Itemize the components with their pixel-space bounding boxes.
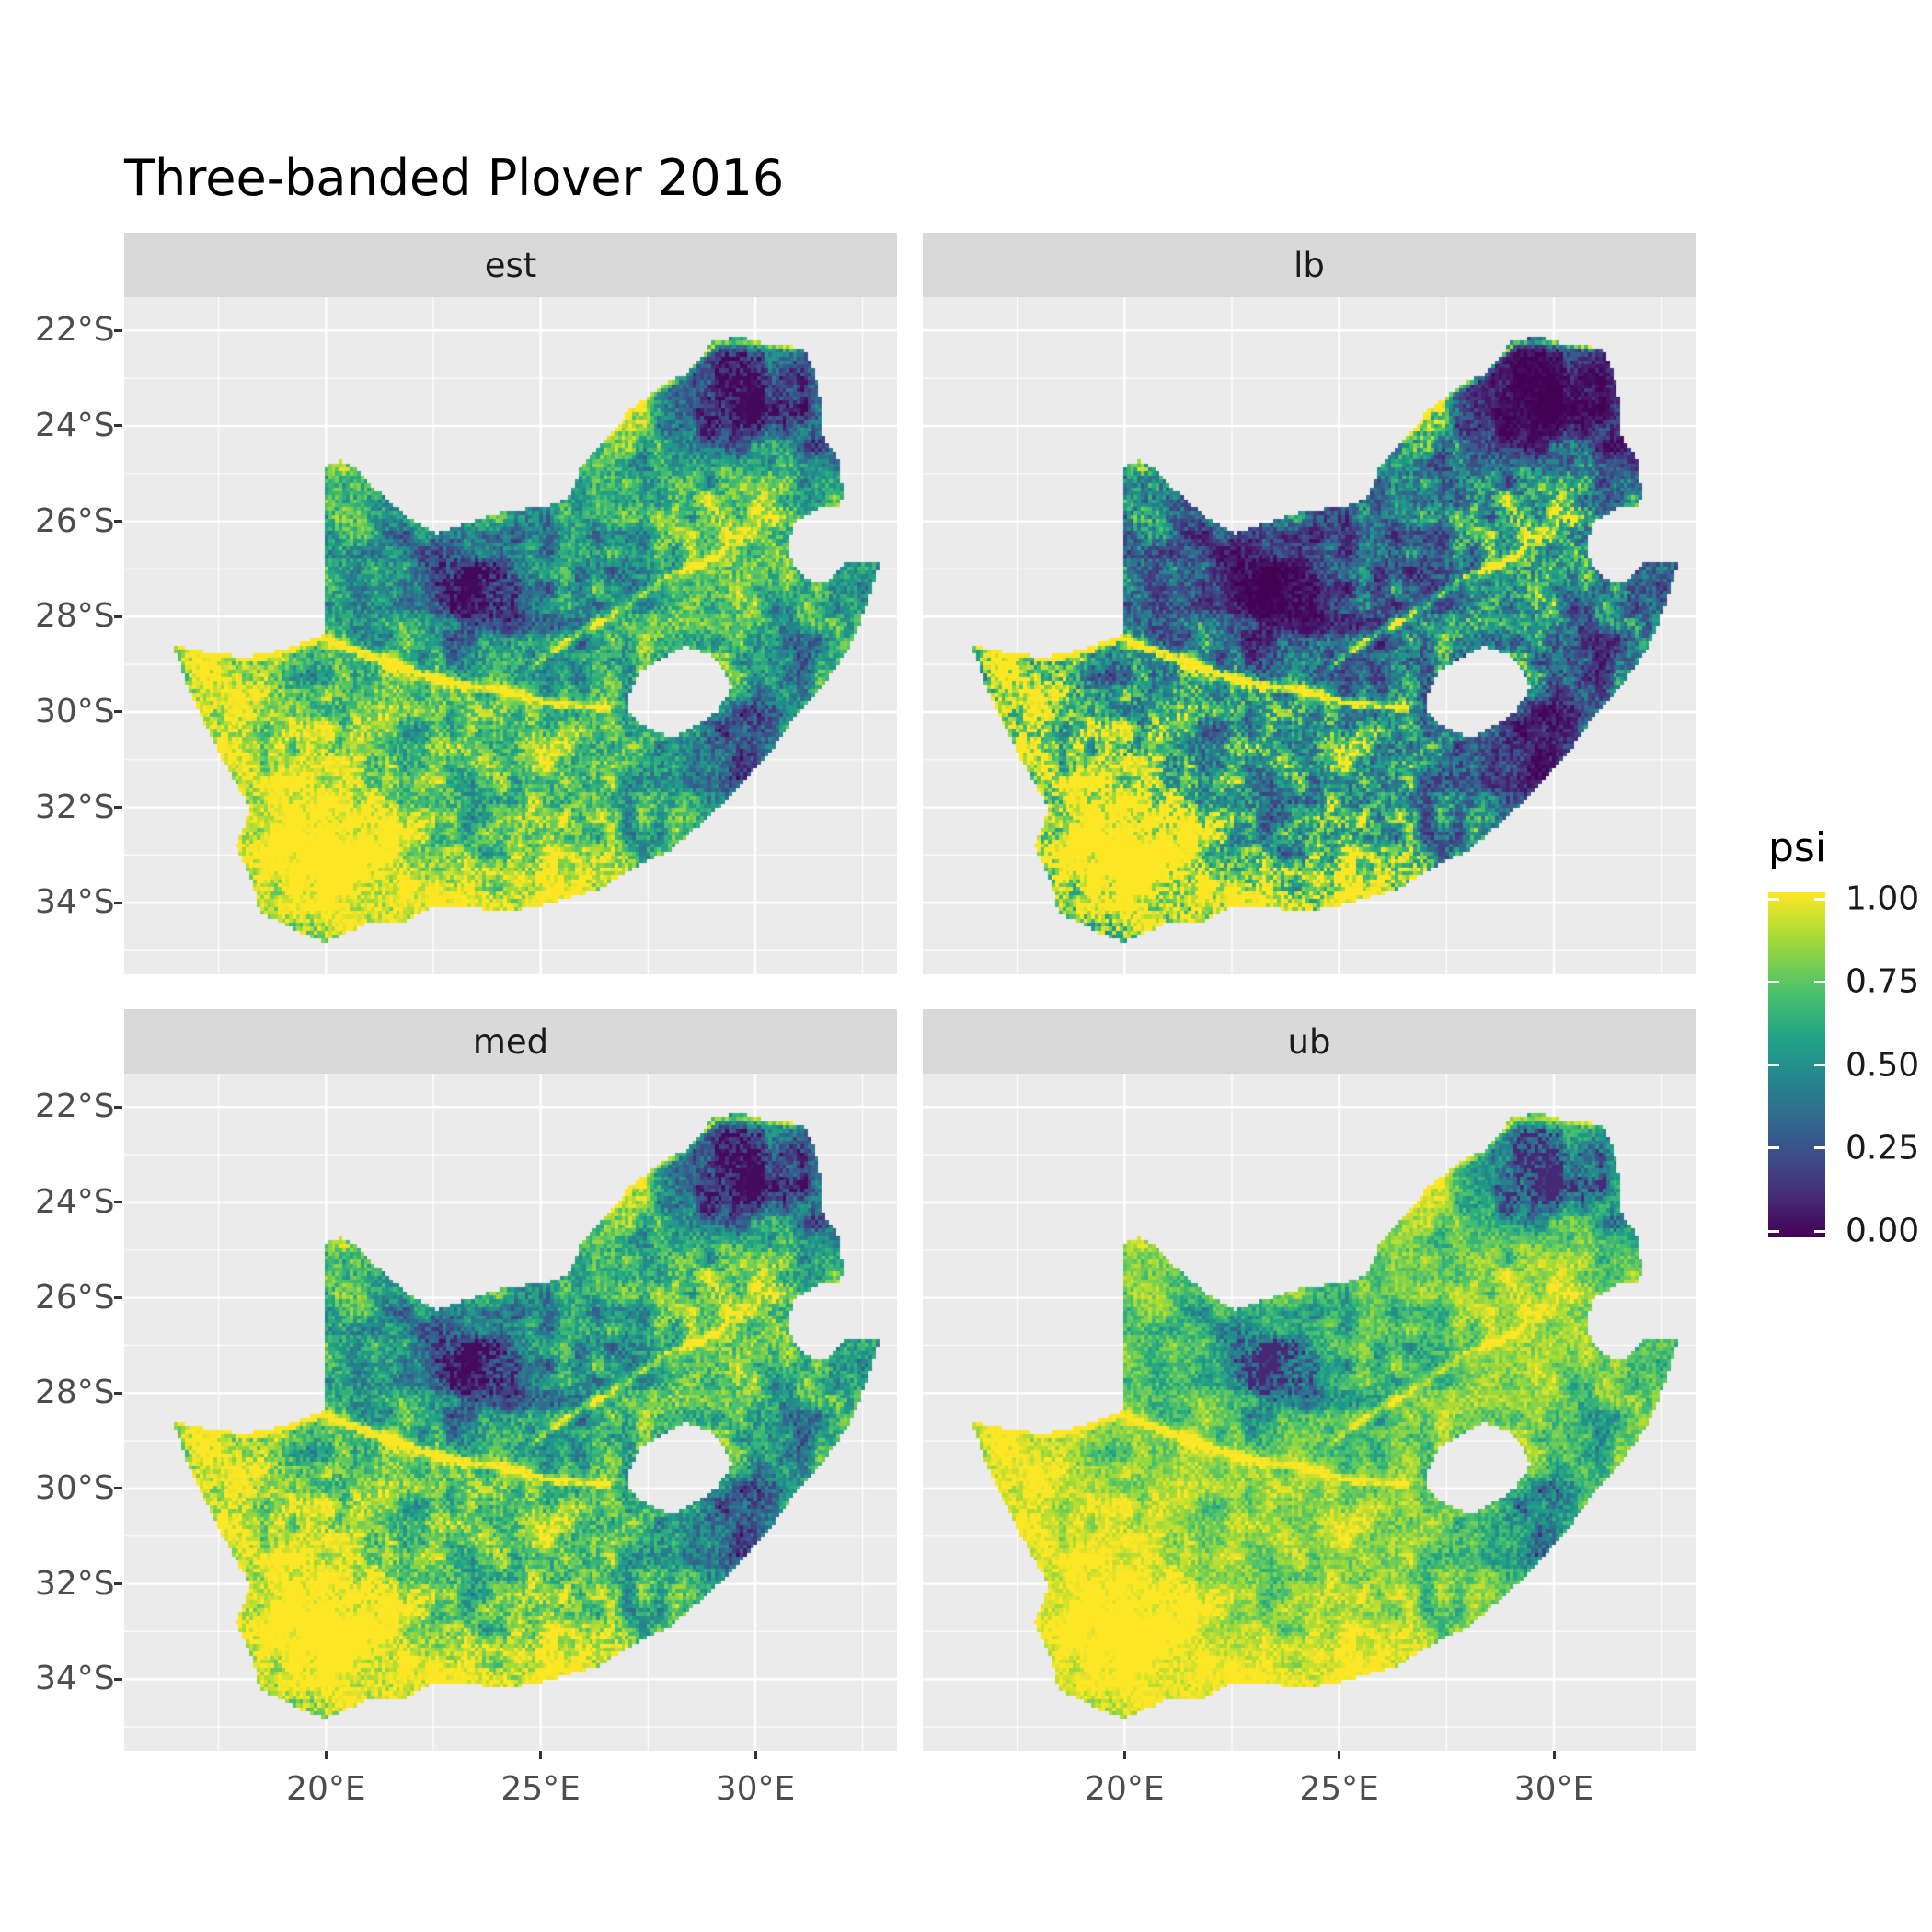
y-axis-label-32°S: 32°S (35, 1564, 115, 1603)
x-axis-label-20°E: 20°E (286, 1770, 366, 1808)
legend-tick-mark (1814, 980, 1825, 983)
legend-tick-mark (1768, 1146, 1779, 1150)
x-axis-tick (324, 1751, 328, 1759)
facet-strip-est: est (124, 233, 897, 297)
x-axis-tick (753, 1751, 757, 1759)
facet-strip-label-lb: lb (1294, 245, 1325, 285)
y-axis-label-26°S: 26°S (35, 501, 115, 540)
x-axis-label-30°E: 30°E (1513, 1770, 1594, 1808)
y-axis-tick (114, 1391, 122, 1395)
legend-tick-mark (1814, 1064, 1825, 1066)
y-axis-tick (114, 615, 122, 618)
y-axis-tick (114, 1201, 122, 1204)
facet-strip-ub: ub (923, 1009, 1696, 1074)
legend-tick-mark (1768, 1064, 1779, 1066)
x-axis-label-30°E: 30°E (715, 1770, 796, 1808)
y-axis-tick (114, 520, 122, 523)
legend-label-0.00: 0.00 (1846, 1212, 1920, 1250)
chart-title: Three-banded Plover 2016 (124, 149, 785, 207)
y-axis-tick (114, 1582, 122, 1586)
facet-strip-med: med (124, 1009, 897, 1074)
legend: psi (1768, 824, 1827, 1237)
legend-tick-mark (1768, 897, 1779, 901)
y-axis-label-22°S: 22°S (35, 311, 115, 350)
legend-label-0.50: 0.50 (1846, 1046, 1920, 1084)
y-axis-label-28°S: 28°S (35, 1374, 115, 1412)
x-axis-tick (1338, 1751, 1341, 1759)
y-axis-label-30°S: 30°S (35, 692, 115, 730)
x-axis-label-20°E: 20°E (1085, 1770, 1165, 1808)
x-axis-tick (1552, 1751, 1556, 1759)
y-axis-tick (114, 1296, 122, 1300)
map-panel-lb (923, 297, 1696, 974)
legend-tick-mark (1768, 1229, 1779, 1233)
map-panel-ub (923, 1074, 1696, 1751)
legend-tick-mark (1814, 1229, 1825, 1233)
map-panel-med (124, 1074, 897, 1751)
x-axis-label-25°E: 25°E (1299, 1770, 1379, 1808)
y-axis-label-32°S: 32°S (35, 788, 115, 826)
x-axis-label-25°E: 25°E (500, 1770, 581, 1808)
facet-strip-label-est: est (484, 245, 537, 285)
legend-label-0.25: 0.25 (1846, 1129, 1920, 1167)
y-axis-tick (114, 710, 122, 714)
facet-strip-label-ub: ub (1287, 1021, 1331, 1062)
y-axis-tick (114, 901, 122, 904)
y-axis-label-24°S: 24°S (35, 1182, 115, 1221)
y-axis-tick (114, 1105, 122, 1109)
y-axis-label-22°S: 22°S (35, 1087, 115, 1126)
x-axis-tick (539, 1751, 543, 1759)
y-axis-tick (114, 1677, 122, 1681)
y-axis-tick (114, 1487, 122, 1490)
legend-label-1.00: 1.00 (1846, 880, 1920, 918)
y-axis-label-34°S: 34°S (35, 1660, 115, 1698)
y-axis-label-28°S: 28°S (35, 597, 115, 636)
y-axis-label-24°S: 24°S (35, 406, 115, 444)
y-axis-label-34°S: 34°S (35, 883, 115, 922)
legend-tick-mark (1814, 897, 1825, 901)
legend-tick-mark (1768, 980, 1779, 983)
x-axis-tick (1122, 1751, 1126, 1759)
facet-strip-lb: lb (923, 233, 1696, 297)
facet-strip-label-med: med (472, 1021, 549, 1062)
y-axis-tick (114, 328, 122, 332)
map-panel-est (124, 297, 897, 974)
legend-label-0.75: 0.75 (1846, 962, 1920, 1001)
legend-title: psi (1768, 824, 1827, 871)
y-axis-tick (114, 424, 122, 428)
y-axis-tick (114, 806, 122, 810)
y-axis-label-30°S: 30°S (35, 1468, 115, 1507)
y-axis-label-26°S: 26°S (35, 1278, 115, 1317)
legend-tick-mark (1814, 1146, 1825, 1150)
